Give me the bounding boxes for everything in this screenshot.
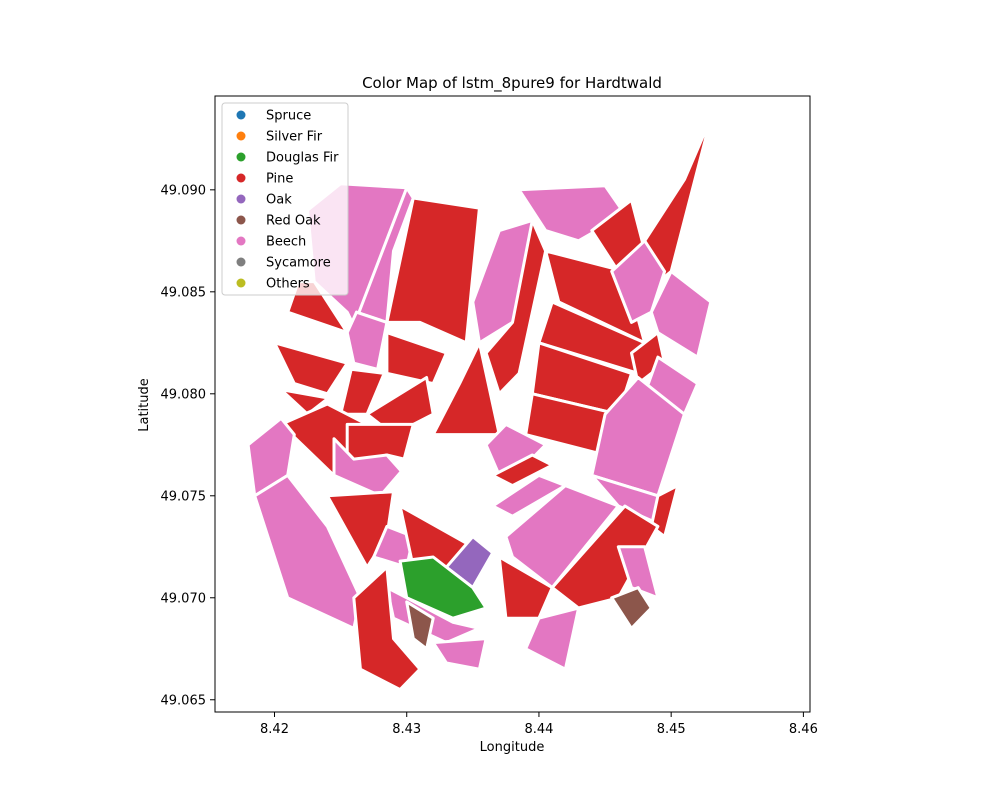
parcel-beech	[504, 484, 620, 590]
legend-label: Others	[266, 277, 310, 292]
parcel-pine	[273, 341, 349, 396]
legend-marker	[236, 152, 246, 162]
legend-marker	[236, 257, 246, 267]
legend-marker	[236, 278, 246, 288]
parcel-beech	[616, 545, 660, 600]
legend-marker	[236, 194, 246, 204]
legend-marker	[236, 110, 246, 120]
x-axis: 8.42 8.43 8.44 8.45 8.46	[260, 712, 818, 737]
legend-label: Douglas Fir	[266, 151, 339, 166]
legend-label: Sycamore	[266, 256, 331, 271]
forest-parcels	[246, 116, 713, 692]
legend-label: Spruce	[266, 109, 311, 124]
x-tick-label: 8.44	[524, 722, 553, 737]
legend-marker	[236, 173, 246, 183]
legend-marker	[236, 236, 246, 246]
legend-label: Oak	[266, 193, 292, 208]
x-tick-label: 8.42	[260, 722, 289, 737]
legend-box	[221, 102, 349, 296]
y-tick-label: 49.080	[161, 387, 207, 402]
parcel-pine	[649, 484, 680, 539]
y-axis: 49.065 49.070 49.075 49.080 49.085 49.090	[161, 183, 215, 708]
y-axis-label: Latitude	[137, 378, 152, 432]
legend: Spruce Silver Fir Douglas Fir Pine Oak Red Oa…	[221, 102, 349, 296]
parcel-beech	[332, 437, 403, 498]
parcel-red-oak	[610, 586, 653, 630]
parcel-red-oak	[405, 600, 435, 651]
y-tick-label: 49.065	[161, 693, 207, 708]
parcel-beech	[649, 269, 713, 359]
parcel-beech	[484, 422, 548, 477]
parcel-pine	[491, 453, 554, 488]
plot-frame	[214, 95, 811, 713]
parcel-beech	[385, 586, 481, 645]
parcel-beech	[610, 239, 667, 324]
legend-label: Silver Fir	[266, 130, 323, 145]
parcel-beech	[524, 606, 581, 671]
parcel-beech	[590, 376, 686, 498]
x-tick-label: 8.45	[657, 722, 686, 737]
x-tick-label: 8.43	[392, 722, 421, 737]
y-tick-label: 49.075	[161, 489, 207, 504]
y-tick-label: 49.070	[161, 591, 207, 606]
legend-marker	[236, 215, 246, 225]
x-tick-label: 8.46	[789, 722, 818, 737]
legend-label: Beech	[266, 235, 306, 250]
parcel-beech	[345, 310, 389, 371]
parcel-pine	[385, 331, 448, 386]
parcel-pine	[352, 565, 422, 692]
chart-title: Color Map of lstm_8pure9 for Hardtwald	[362, 74, 662, 93]
parcel-pine	[385, 196, 481, 345]
parcel-beech	[431, 637, 488, 671]
legend-label: Red Oak	[266, 214, 321, 229]
x-axis-label: Longitude	[480, 740, 545, 755]
legend-marker	[236, 131, 246, 141]
legend-label: Pine	[266, 172, 293, 187]
parcel-beech	[246, 416, 296, 498]
y-tick-label: 49.090	[161, 183, 207, 198]
y-tick-label: 49.085	[161, 285, 207, 300]
